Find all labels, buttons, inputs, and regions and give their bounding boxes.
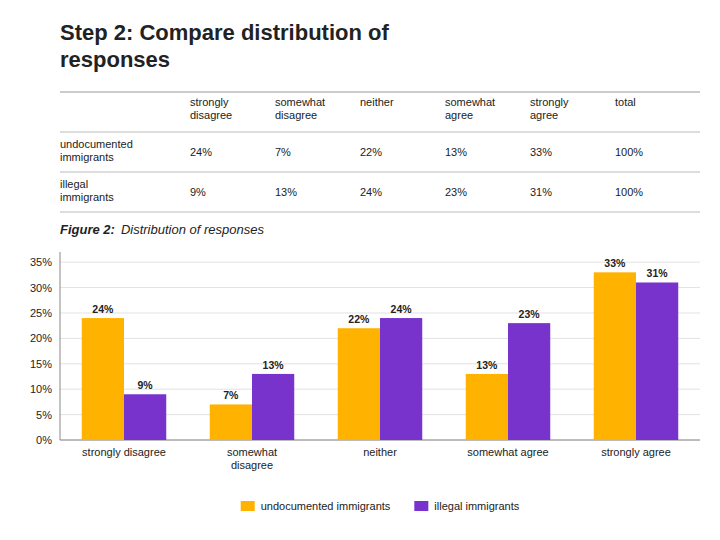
table-cell: 100% (615, 146, 643, 158)
bars (82, 272, 678, 440)
caption-part: Distribution of responses (121, 222, 265, 237)
table-rule (60, 212, 700, 213)
table-row-label: illegalimmigrants (60, 178, 114, 203)
text-line: somewhat agree (467, 446, 548, 458)
text-line: total (615, 96, 636, 108)
x-tick-label: strongly agree (601, 446, 671, 458)
y-axis: 0% 5% 10% 15% 20% 25% 30% 35% (30, 252, 700, 446)
y-tick-label: 20% (30, 332, 52, 344)
text-line: illegal (60, 178, 88, 190)
table-header: stronglyagree (530, 96, 569, 121)
x-axis: strongly disagree somewhatdisagree neither… (82, 446, 671, 471)
data-label: 7% (223, 389, 239, 401)
x-tick-label: neither (363, 446, 397, 458)
text-line: disagree (231, 459, 273, 471)
bar (636, 282, 678, 440)
table-cell: 13% (445, 146, 467, 158)
legend: undocumented immigrants illegal immigrant… (241, 500, 520, 512)
data-label: 22% (348, 313, 370, 325)
text-line: strongly agree (601, 446, 671, 458)
legend-item: undocumented immigrants (241, 500, 391, 512)
table-header: total (615, 96, 636, 108)
text-line: somewhat (445, 96, 495, 108)
table-header: somewhatagree (445, 96, 495, 121)
x-tick-label: somewhat agree (467, 446, 548, 458)
bar (210, 404, 252, 440)
bar (338, 328, 380, 440)
data-label: 31% (647, 267, 669, 279)
bar (594, 272, 636, 440)
table-cell: 24% (360, 186, 382, 198)
text-line: somewhat (275, 96, 325, 108)
text-line: agree (445, 109, 473, 121)
table: stronglydisagreesomewhatdisagreeneithers… (60, 92, 700, 212)
text-line: neither (363, 446, 397, 458)
bar (466, 374, 508, 440)
text-line: strongly disagree (82, 446, 166, 458)
text-line: responses (60, 47, 170, 72)
y-tick-label: 35% (30, 256, 52, 268)
table-header: stronglydisagree (190, 96, 232, 121)
legend-item: illegal immigrants (414, 500, 519, 512)
text-line: undocumented (60, 138, 133, 150)
table-cell: 7% (275, 146, 291, 158)
data-label: 9% (138, 379, 154, 391)
chart-root: Step 2: Compare distribution ofresponses… (0, 0, 720, 540)
table-cell: 23% (445, 186, 467, 198)
text-line: agree (530, 109, 558, 121)
table-cell: 33% (530, 146, 552, 158)
data-label: 24% (92, 303, 114, 315)
legend-label: illegal immigrants (434, 500, 519, 512)
table-cell: 24% (190, 146, 212, 158)
y-tick-label: 5% (36, 409, 52, 421)
y-tick-label: 25% (30, 307, 52, 319)
bar (380, 318, 422, 440)
text-line: strongly (530, 96, 569, 108)
data-label: 23% (519, 308, 541, 320)
table-cell: 31% (530, 186, 552, 198)
y-tick-label: 15% (30, 358, 52, 370)
legend-label: undocumented immigrants (261, 500, 391, 512)
caption-part: Figure 2: (60, 222, 115, 237)
legend-swatch (414, 501, 428, 511)
table-row-label: undocumentedimmigrants (60, 138, 133, 163)
table-header: somewhatdisagree (275, 96, 325, 121)
table-cell: 100% (615, 186, 643, 198)
caption: Figure 2: Distribution of responses (60, 222, 264, 237)
data-label: 24% (391, 303, 413, 315)
text-line: strongly (190, 96, 229, 108)
bar (82, 318, 124, 440)
bar (124, 394, 166, 440)
data-label: 33% (604, 257, 626, 269)
text-line: somewhat (227, 446, 277, 458)
table-rule (60, 132, 700, 133)
table-rule (60, 172, 700, 173)
text-line: immigrants (60, 191, 114, 203)
text-line: neither (360, 96, 394, 108)
table-rule (60, 92, 700, 93)
y-axis-line (60, 252, 61, 440)
x-tick-label: somewhatdisagree (227, 446, 277, 471)
text-line: disagree (275, 109, 317, 121)
legend-swatch (241, 501, 255, 511)
text-line: Step 2: Compare distribution of (60, 20, 389, 45)
text-line: immigrants (60, 151, 114, 163)
bar (508, 323, 550, 440)
bar (252, 374, 294, 440)
title: Step 2: Compare distribution ofresponses (60, 20, 389, 72)
x-tick-label: strongly disagree (82, 446, 166, 458)
data-label: 13% (263, 359, 285, 371)
y-tick-label: 10% (30, 383, 52, 395)
table-cell: 22% (360, 146, 382, 158)
table-cell: 13% (275, 186, 297, 198)
data-labels: 24% 9% 7% 13% 22% 24% 13% 23% 33% 31% (92, 257, 668, 401)
table-cell: 9% (190, 186, 206, 198)
y-tick-label: 0% (36, 434, 52, 446)
y-tick-label: 30% (30, 282, 52, 294)
text-line: disagree (190, 109, 232, 121)
table-header: neither (360, 96, 394, 108)
data-label: 13% (476, 359, 498, 371)
